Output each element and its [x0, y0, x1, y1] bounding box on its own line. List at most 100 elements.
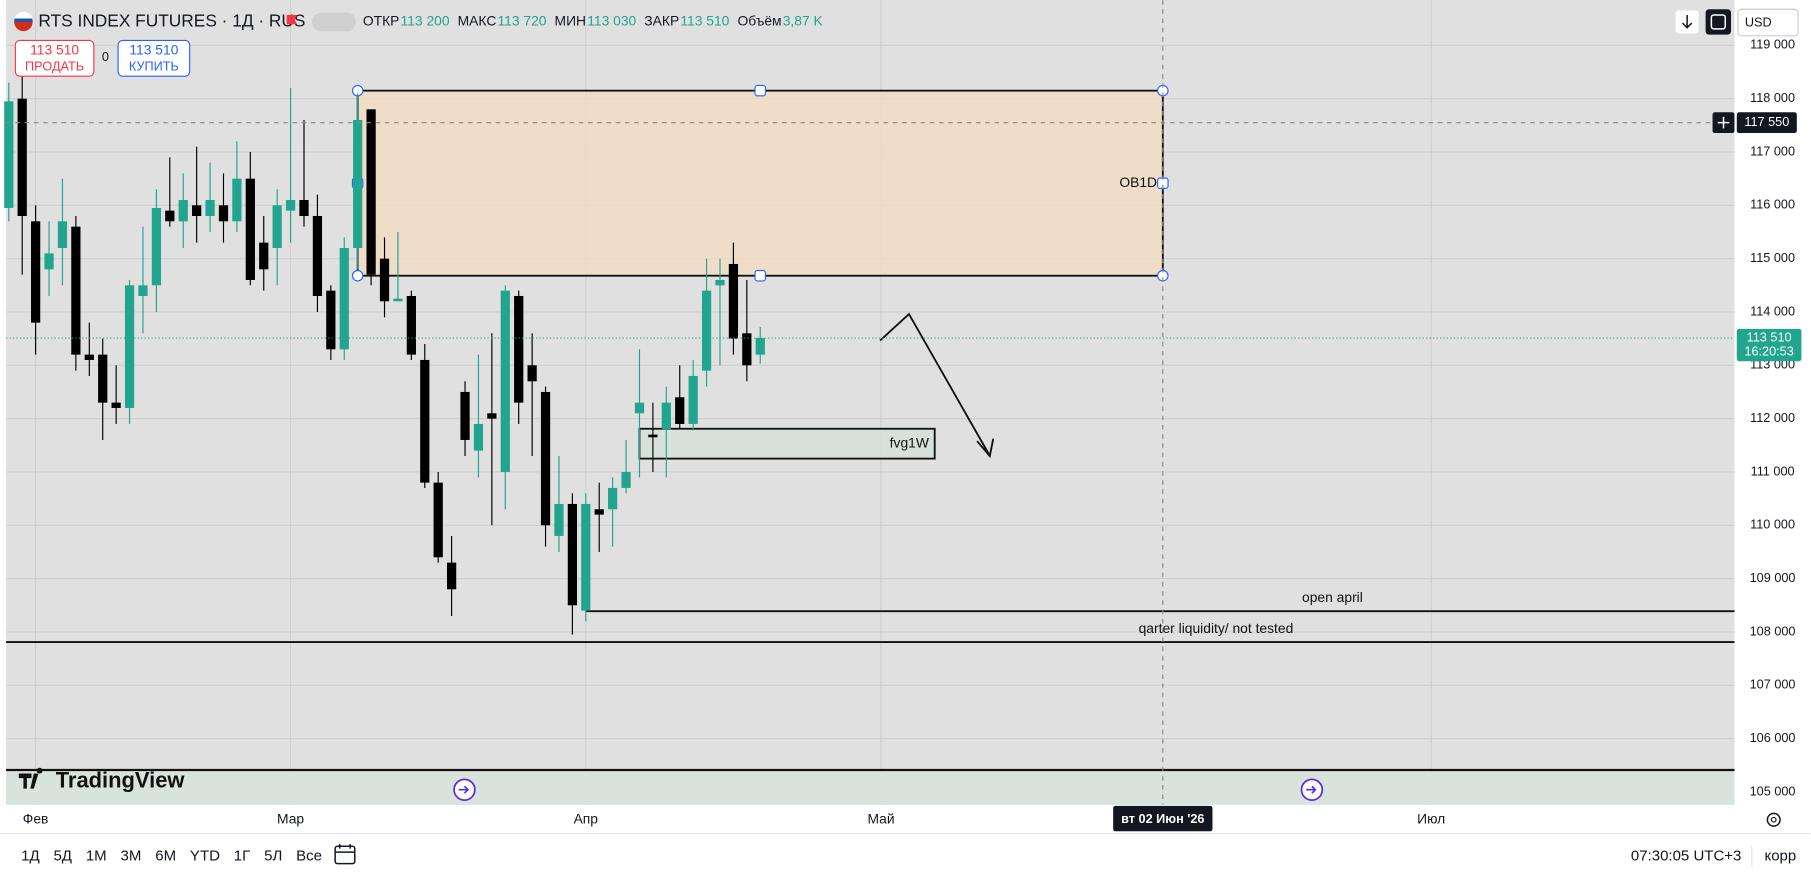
candle-body: [393, 298, 403, 302]
candle-body: [312, 215, 323, 296]
sell-price[interactable]: 113 510: [30, 41, 79, 57]
logo-text: TradingView: [56, 767, 186, 792]
range-button[interactable]: Все: [296, 848, 322, 865]
candle-body: [406, 295, 416, 355]
y-tick-label: 119 000: [1750, 38, 1795, 52]
fullscreen-button[interactable]: [1705, 9, 1732, 35]
candle-body: [285, 199, 296, 211]
currency-button[interactable]: USD: [1737, 8, 1799, 37]
y-tick-label: 118 000: [1750, 91, 1795, 105]
event-icon[interactable]: [453, 778, 476, 801]
candle-body: [44, 253, 54, 270]
download-button[interactable]: [1675, 10, 1699, 34]
ohlc-value: 113 030: [587, 13, 636, 29]
level-label: open april: [1302, 589, 1363, 605]
x-tick-label: Май: [867, 810, 894, 826]
candle-body: [178, 199, 188, 222]
adjust-button[interactable]: корр: [1764, 848, 1796, 865]
volume-pane: [6, 771, 1735, 805]
candle-body: [755, 338, 765, 355]
ohlc-label: МИН: [555, 13, 586, 29]
sell-label[interactable]: ПРОДАТЬ: [25, 59, 84, 73]
ohlc-label: ОТКР: [363, 13, 400, 29]
drag-handle[interactable]: [754, 269, 767, 282]
candle-body: [4, 101, 14, 208]
candle-body: [728, 263, 739, 339]
candle-body: [688, 375, 698, 424]
candle-body: [514, 295, 524, 403]
settings-button[interactable]: [1766, 812, 1781, 827]
candle-body: [353, 119, 363, 248]
crosshair-y-box: [1736, 112, 1797, 134]
status-pill: [312, 12, 356, 32]
candle-body: [326, 290, 336, 350]
range-button[interactable]: 5Л: [264, 848, 282, 865]
level-label: qarter liquidity/ not tested: [1139, 620, 1294, 636]
buy-price[interactable]: 113 510: [129, 41, 178, 57]
x-tick-label: Мар: [277, 810, 304, 826]
candle-body: [84, 354, 94, 360]
candle-body: [527, 365, 537, 382]
ohlc-label: ЗАКР: [644, 13, 679, 29]
symbol-title[interactable]: RTS INDEX FUTURES · 1Д · RUS: [38, 11, 305, 31]
candle-body: [151, 207, 162, 286]
y-tick-label: 111 000: [1751, 464, 1795, 478]
candle-body: [742, 333, 752, 366]
candle-body: [165, 210, 175, 222]
buy-label[interactable]: КУПИТЬ: [129, 59, 179, 73]
flag-icon-part: [14, 11, 33, 19]
candle-body: [299, 199, 309, 216]
candle-body: [460, 391, 470, 440]
range-button[interactable]: 6М: [155, 848, 176, 865]
y-tick-label: 116 000: [1750, 198, 1795, 212]
ohlc-label: МАКС: [458, 13, 497, 29]
candle-body: [245, 178, 255, 280]
flag-marker[interactable]: [286, 15, 298, 25]
drag-handle[interactable]: [351, 269, 364, 282]
candle-body: [433, 482, 443, 558]
y-tick-label: 115 000: [1750, 251, 1795, 265]
candle-body: [218, 205, 229, 222]
candle-body: [487, 413, 497, 419]
candle-body: [701, 290, 712, 371]
candle-body: [715, 279, 725, 286]
crosshair-plus-icon[interactable]: [1717, 116, 1730, 129]
range-button[interactable]: 1М: [86, 848, 107, 865]
currency[interactable]: USD: [1745, 15, 1772, 29]
candle-body: [446, 562, 457, 590]
date-range-button[interactable]: [334, 843, 356, 865]
candle-body: [379, 258, 390, 302]
sell-button[interactable]: 113 510 ПРОДАТЬ: [14, 39, 95, 77]
range-button[interactable]: 3М: [121, 848, 142, 865]
zone-label: fvg1W: [890, 434, 930, 450]
buy-button[interactable]: 113 510 КУПИТЬ: [117, 39, 191, 77]
y-tick-label: 110 000: [1750, 518, 1795, 532]
axes: 105 000 106 000 107 000 108 000 109 000 110 0…: [6, 0, 1802, 832]
event-icon[interactable]: [1300, 778, 1324, 801]
ohlc-value: 113 510: [680, 13, 729, 29]
candles: [4, 66, 765, 635]
y-tick-label: 112 000: [1750, 411, 1795, 425]
annotations: OB1D fvg1W open april qarter liquidity/ not…: [6, 84, 1735, 643]
drag-handle[interactable]: [754, 84, 767, 97]
range-button[interactable]: 1Г: [234, 848, 250, 865]
crosshair-x-label: вт 02 Июн '26: [1121, 812, 1204, 826]
spread: 0: [102, 50, 109, 64]
crosshair-x-box: [1113, 805, 1213, 832]
y-tick-label: 108 000: [1750, 624, 1796, 638]
range-button[interactable]: YTD: [190, 848, 220, 865]
ohlc-label: Объём: [737, 13, 781, 29]
y-tick-label: 117 000: [1750, 144, 1795, 158]
candle-body: [675, 397, 685, 424]
ohlc-value: 3,87 K: [783, 13, 824, 29]
candle-body: [608, 487, 618, 510]
candle-body: [272, 205, 282, 248]
candle-body: [57, 221, 68, 248]
candle-body: [124, 285, 135, 408]
candle-body: [554, 503, 564, 536]
range-button[interactable]: 1Д: [21, 848, 40, 865]
clock[interactable]: 07:30:05 UTC+3: [1631, 848, 1742, 865]
range-button[interactable]: 5Д: [53, 848, 72, 865]
candle-body: [648, 434, 658, 438]
